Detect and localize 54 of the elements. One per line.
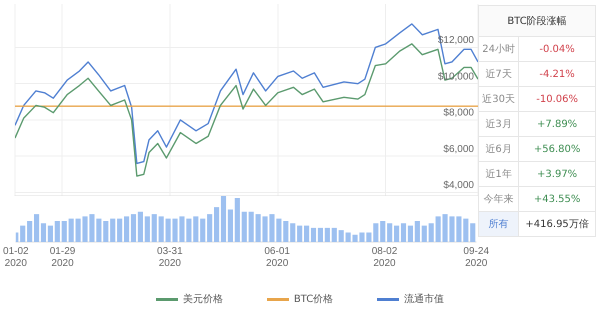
bar [172,218,178,242]
bar [408,226,414,242]
bar [220,196,226,242]
text: -10.06% [518,86,596,112]
y-tick-label: $4,000 [443,180,474,192]
bar [310,228,316,242]
text: +416.95万倍 [518,212,596,236]
bar [442,214,448,242]
bar [124,216,130,242]
bar [262,216,268,242]
text: 今年来 [478,186,519,212]
bar [214,207,220,242]
bar [359,232,365,242]
x-tick-label: 09-24 2020 [463,246,490,269]
bar [48,226,53,242]
bar [269,214,275,242]
bar [138,212,143,242]
bar [40,223,46,242]
bar [304,226,310,242]
text: BTC阶段涨幅 [478,6,596,36]
bar [394,226,400,242]
text: +43.55% [518,186,596,212]
text: +7.89% [518,112,596,136]
bar [318,228,324,242]
x-tick-label: 06-01 2020 [264,246,290,269]
legend-label: 美元价格 [182,294,223,305]
bar [130,214,136,242]
y-tick-label: $6,000 [443,144,474,155]
x-tick-label: 08-02 2020 [372,246,398,269]
legend-label: BTC价格 [292,294,334,305]
text: 所有 [478,212,519,236]
text: +3.97% [518,162,596,186]
y-tick-label: $8,000 [443,108,474,119]
bar [449,216,455,242]
bar [352,234,358,242]
x-tick-label: 01-02 2020 [3,246,30,269]
text: 近1年 [478,162,519,186]
text: 近7天 [478,62,519,86]
bar [82,216,88,242]
text: 近3月 [478,112,519,136]
bar [89,214,95,242]
text: 24小时 [478,36,519,62]
text: 近6月 [478,136,519,162]
bar [179,216,185,242]
bar [228,209,233,242]
bar [34,214,40,242]
text: -4.21% [518,62,596,86]
legend-label: 流通市值 [403,294,444,305]
text: -0.04% [518,36,596,62]
x-tick-label: 03-31 2020 [157,246,184,269]
text: +56.80% [518,136,596,162]
x-tick-label: 01-29 2020 [50,246,76,269]
bar [400,223,406,242]
text: 近30天 [478,86,519,112]
